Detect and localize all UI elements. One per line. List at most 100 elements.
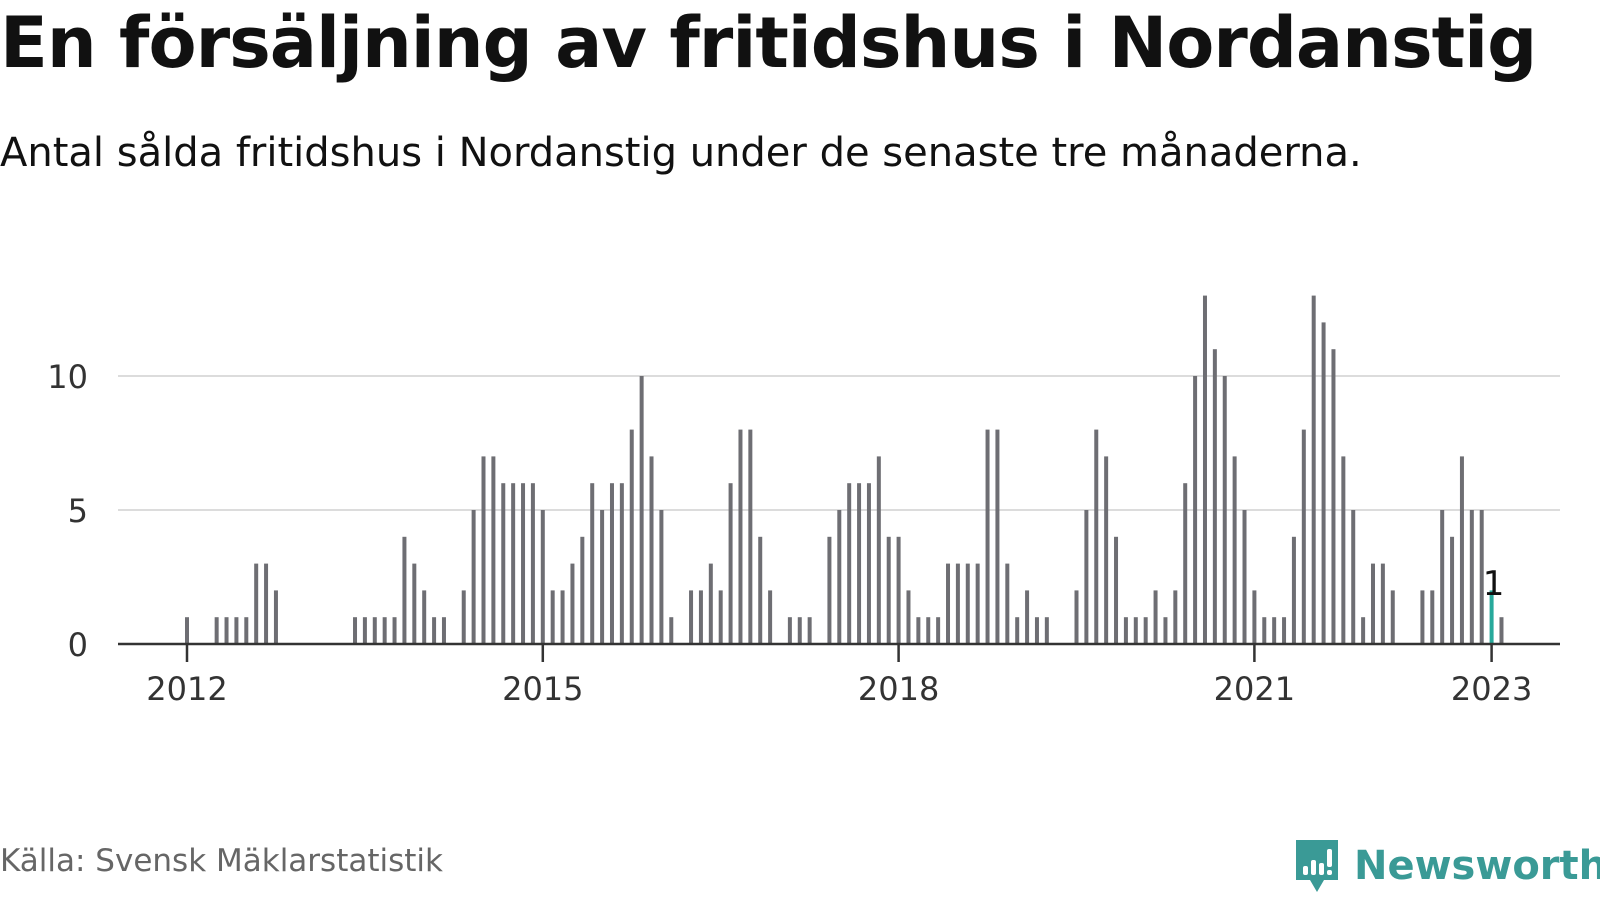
- bar: [995, 429, 1000, 644]
- bar: [955, 563, 960, 644]
- bar: [847, 483, 852, 644]
- bar: [402, 536, 407, 644]
- bar: [1440, 510, 1445, 644]
- bar: [965, 563, 970, 644]
- bar: [590, 483, 595, 644]
- bar: [353, 617, 358, 644]
- bar: [827, 536, 832, 644]
- bar: [1173, 590, 1178, 644]
- bar: [619, 483, 624, 644]
- bar: [560, 590, 565, 644]
- bar: [1272, 617, 1277, 644]
- bar: [1341, 456, 1346, 644]
- x-tick-label: 2012: [146, 670, 227, 708]
- bar: [1370, 563, 1375, 644]
- bar: [1212, 349, 1217, 644]
- bar: [689, 590, 694, 644]
- bar: [1361, 617, 1366, 644]
- bar: [491, 456, 496, 644]
- source-label: Källa: Svensk Mäklarstatistik: [0, 843, 443, 879]
- bar: [382, 617, 387, 644]
- bar: [1034, 617, 1039, 644]
- bar: [758, 536, 763, 644]
- x-axis-ticks: 2012 2015 2018 2021 2023: [146, 644, 1532, 708]
- bar: [1469, 510, 1474, 644]
- bar: [1104, 456, 1109, 644]
- bar: [1420, 590, 1425, 644]
- bar: [432, 617, 437, 644]
- bar: [1242, 510, 1247, 644]
- bar: [461, 590, 466, 644]
- bar: [1331, 349, 1336, 644]
- chart-subtitle: Antal sålda fritidshus i Nordanstig unde…: [0, 130, 1362, 176]
- bar: [698, 590, 703, 644]
- bar: [1351, 510, 1356, 644]
- bar: [916, 617, 921, 644]
- bar: [975, 563, 980, 644]
- y-axis-ticks: 0 5 10: [47, 358, 88, 664]
- bar: [214, 617, 219, 644]
- bar: [372, 617, 377, 644]
- bar: [718, 590, 723, 644]
- bar: [1193, 376, 1198, 644]
- x-tick-label: 2021: [1214, 670, 1295, 708]
- brand-name: Newsworthy: [1354, 843, 1600, 889]
- bar: [1380, 563, 1385, 644]
- bar: [1459, 456, 1464, 644]
- bar: [738, 429, 743, 644]
- bar: [234, 617, 239, 644]
- bar: [185, 617, 189, 644]
- bar: [1222, 376, 1227, 644]
- bar: [876, 456, 881, 644]
- bar: [748, 429, 753, 644]
- bar: [244, 617, 249, 644]
- bars: [118, 295, 1560, 646]
- bar: [501, 483, 506, 644]
- bar: [1262, 617, 1267, 644]
- bar: [273, 590, 278, 644]
- highlight-value-label: 1: [1483, 564, 1505, 604]
- bar: [511, 483, 516, 644]
- bar: [609, 483, 614, 644]
- bar: [1291, 536, 1296, 644]
- bar: [857, 483, 862, 644]
- bar: [392, 617, 397, 644]
- bar: [866, 483, 871, 644]
- bar: [659, 510, 664, 644]
- chart-title: En försäljning av fritidshus i Nordansti…: [0, 2, 1537, 84]
- bar: [1005, 563, 1010, 644]
- bar: [1489, 590, 1494, 644]
- bar: [422, 590, 427, 644]
- bar: [1321, 322, 1326, 644]
- bar: [264, 563, 269, 644]
- annotations: 1: [1483, 564, 1505, 604]
- bar: [1282, 617, 1287, 644]
- bar: [441, 617, 446, 644]
- bar: [728, 483, 733, 644]
- bar-chart: 0 5 10 2012 2015 2018 2021 2023 1: [47, 295, 1560, 708]
- bar: [471, 510, 476, 644]
- bar: [1133, 617, 1138, 644]
- bar: [768, 590, 773, 644]
- bar: [1084, 510, 1089, 644]
- bar: [580, 536, 585, 644]
- bar: [224, 617, 229, 644]
- bar: [540, 510, 545, 644]
- bar: [570, 563, 575, 644]
- bar: [837, 510, 842, 644]
- bar: [1311, 295, 1316, 644]
- y-tick-label: 5: [68, 492, 88, 530]
- bar: [1301, 429, 1306, 644]
- bar: [1123, 617, 1128, 644]
- bar: [886, 536, 891, 644]
- x-tick-label: 2023: [1451, 670, 1532, 708]
- x-tick-label: 2018: [858, 670, 939, 708]
- bar: [787, 617, 792, 644]
- bar: [521, 483, 526, 644]
- y-tick-label: 10: [47, 358, 88, 396]
- bar: [1015, 617, 1020, 644]
- bar: [362, 617, 367, 644]
- bar-chart-speech-bubble-icon: [1296, 840, 1338, 892]
- bar: [1202, 295, 1207, 644]
- bar: [926, 617, 931, 644]
